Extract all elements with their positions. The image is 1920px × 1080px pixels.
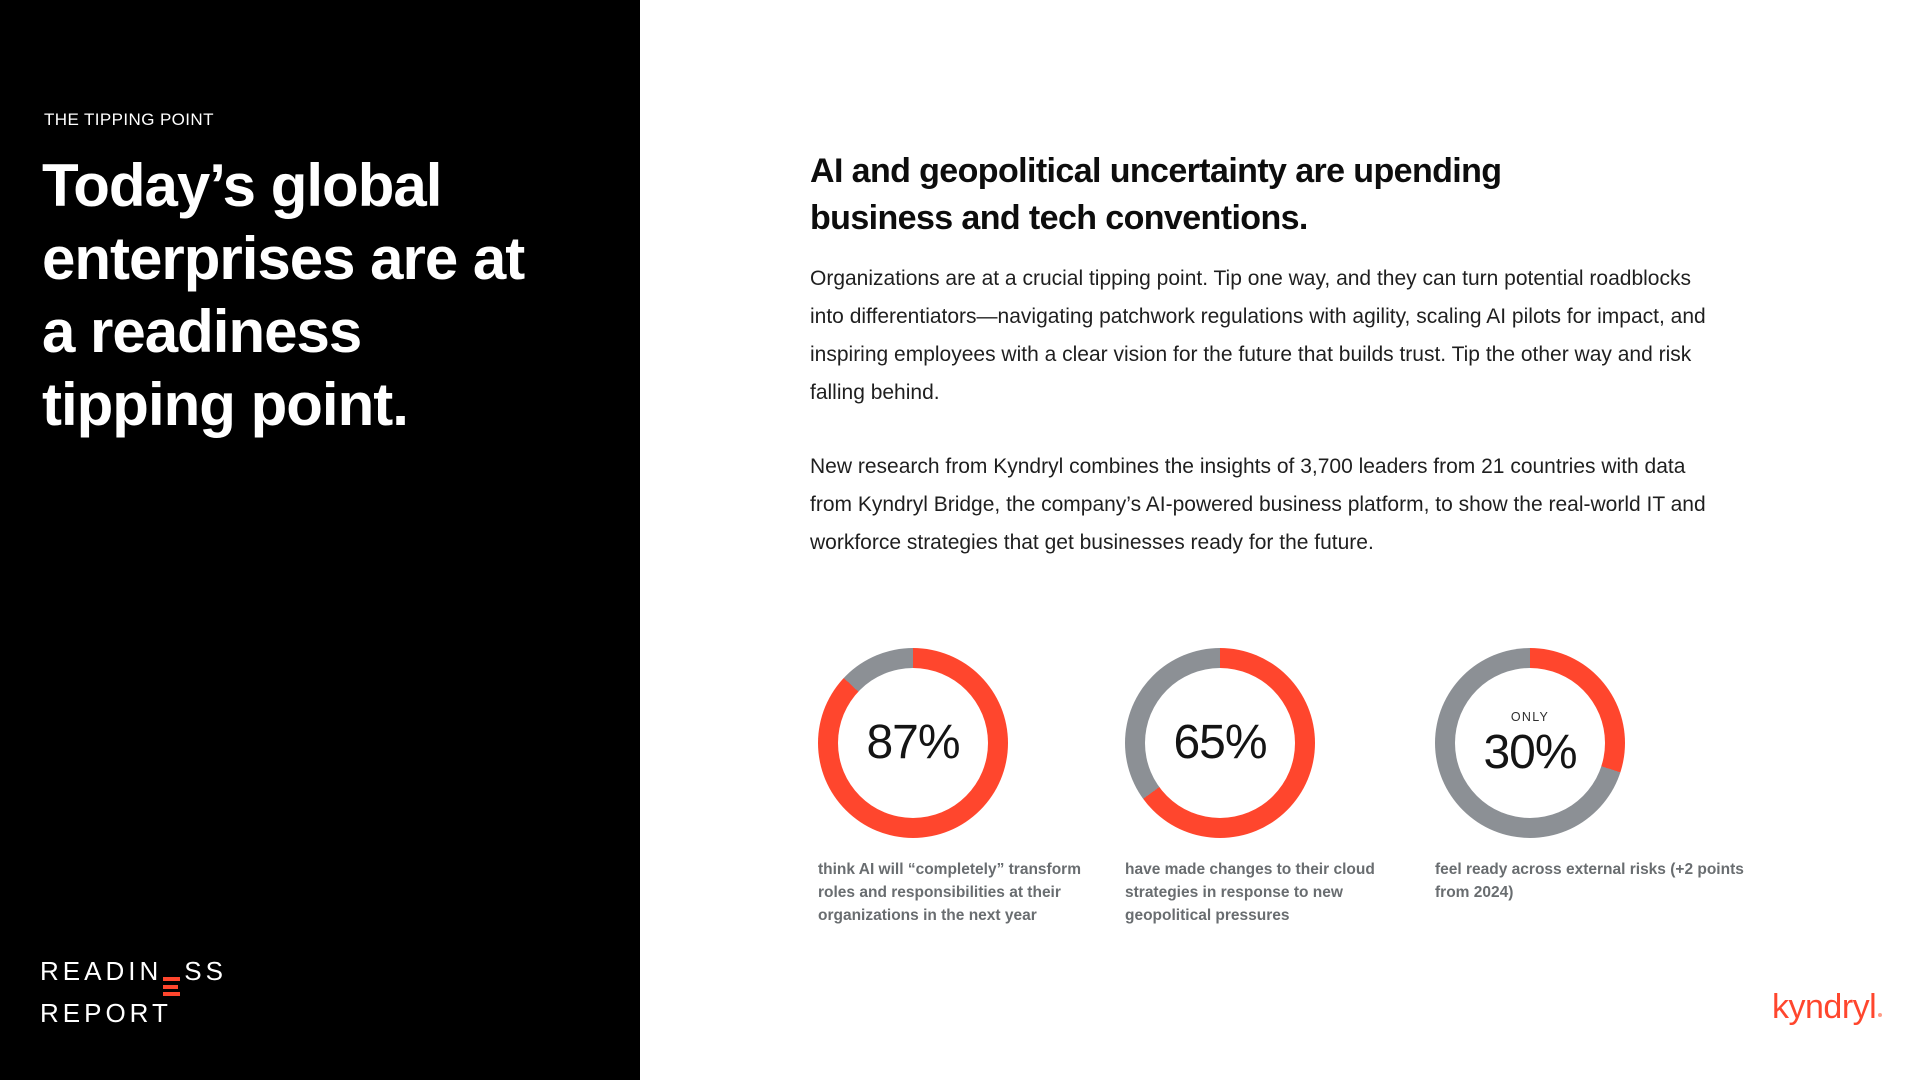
page-title-line-1: Today’s global xyxy=(42,152,442,219)
page-title: Today’s global enterprises are at a read… xyxy=(42,149,525,441)
donut-hole: 87% xyxy=(838,668,988,818)
stat-block-cloud-strategy: 65% have made changes to their cloud str… xyxy=(1125,648,1375,927)
donut-prefix-label: ONLY xyxy=(1510,709,1550,724)
kyndryl-logo: kyndryl xyxy=(1772,987,1883,1027)
readiness-wordmark-pre: READIN xyxy=(40,956,163,986)
stylized-e-bars-icon xyxy=(163,977,181,996)
stat-block-external-risks: ONLY 30% feel ready across external risk… xyxy=(1435,648,1744,904)
stat-caption: have made changes to their cloud strateg… xyxy=(1125,861,1375,924)
stat-caption: feel ready across external risks (+2 poi… xyxy=(1435,861,1744,901)
readiness-wordmark-post: SS xyxy=(184,956,227,986)
trademark-dot-icon xyxy=(1878,1013,1883,1017)
donut-chart-87-percent: 87% xyxy=(818,648,1008,838)
left-panel: THE TIPPING POINT Today’s global enterpr… xyxy=(0,0,640,1080)
donut-chart-65-percent: 65% xyxy=(1125,648,1315,838)
donut-hole: 65% xyxy=(1145,668,1295,818)
content-heading: AI and geopolitical uncertainty are upen… xyxy=(810,148,1502,242)
content-panel: AI and geopolitical uncertainty are upen… xyxy=(640,0,1920,1080)
page-title-line-4: tipping point. xyxy=(42,371,409,438)
body-paragraph-2: New research from Kyndryl combines the i… xyxy=(810,455,1706,554)
kyndryl-wordmark: kyndryl xyxy=(1772,988,1877,1026)
donut-value-label: 30% xyxy=(1483,725,1577,779)
page-title-line-3: a readiness xyxy=(42,298,362,365)
stat-block-ai-transform: 87% think AI will “completely” transform… xyxy=(818,648,1081,927)
content-heading-line-1: AI and geopolitical uncertainty are upen… xyxy=(810,152,1502,190)
stat-caption: think AI will “completely” transform rol… xyxy=(818,861,1081,924)
donut-value-label: 65% xyxy=(1173,716,1267,769)
donut-chart-30-percent: ONLY 30% xyxy=(1435,648,1625,838)
report-wordmark: REPORT xyxy=(40,998,172,1028)
page-title-line-2: enterprises are at xyxy=(42,225,525,292)
readiness-wordmark: READIN SS xyxy=(40,956,227,996)
readiness-report-logo: READIN SS REPORT xyxy=(40,956,227,1028)
donut-value-label: 87% xyxy=(866,716,960,769)
content-heading-line-2: business and tech conventions. xyxy=(810,199,1308,237)
body-paragraph-1: Organizations are at a crucial tipping p… xyxy=(810,267,1706,404)
donut-hole: ONLY 30% xyxy=(1455,668,1605,818)
section-eyebrow: THE TIPPING POINT xyxy=(44,110,214,129)
